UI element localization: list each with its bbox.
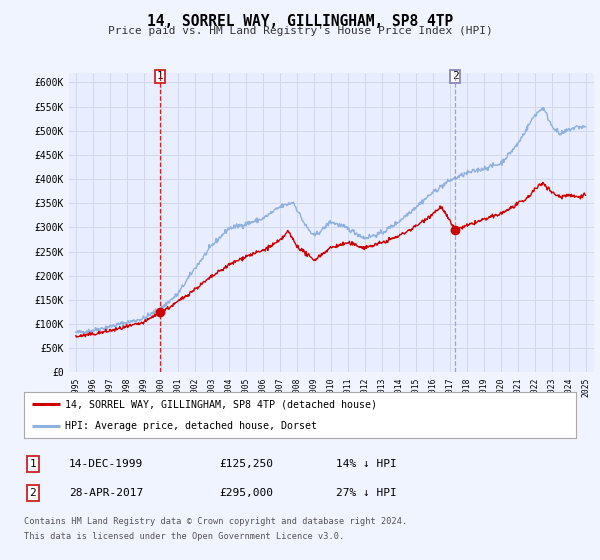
Text: 14-DEC-1999: 14-DEC-1999 <box>69 459 143 469</box>
Text: 2: 2 <box>29 488 37 498</box>
Text: 1: 1 <box>29 459 37 469</box>
Text: £125,250: £125,250 <box>219 459 273 469</box>
Text: HPI: Average price, detached house, Dorset: HPI: Average price, detached house, Dors… <box>65 421 317 431</box>
Text: £295,000: £295,000 <box>219 488 273 498</box>
Text: 2: 2 <box>452 72 458 82</box>
Text: 27% ↓ HPI: 27% ↓ HPI <box>336 488 397 498</box>
Text: Contains HM Land Registry data © Crown copyright and database right 2024.: Contains HM Land Registry data © Crown c… <box>24 517 407 526</box>
Text: 14% ↓ HPI: 14% ↓ HPI <box>336 459 397 469</box>
Text: 14, SORREL WAY, GILLINGHAM, SP8 4TP: 14, SORREL WAY, GILLINGHAM, SP8 4TP <box>147 14 453 29</box>
Text: 1: 1 <box>157 72 163 82</box>
Text: 14, SORREL WAY, GILLINGHAM, SP8 4TP (detached house): 14, SORREL WAY, GILLINGHAM, SP8 4TP (det… <box>65 399 377 409</box>
Text: Price paid vs. HM Land Registry's House Price Index (HPI): Price paid vs. HM Land Registry's House … <box>107 26 493 36</box>
Text: This data is licensed under the Open Government Licence v3.0.: This data is licensed under the Open Gov… <box>24 532 344 541</box>
Text: 28-APR-2017: 28-APR-2017 <box>69 488 143 498</box>
